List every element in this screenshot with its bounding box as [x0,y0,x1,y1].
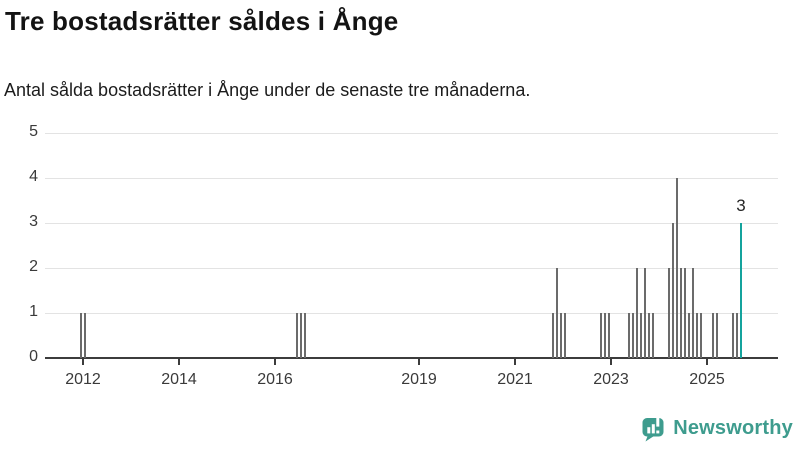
bar [83,313,87,358]
brand-name: Newsworthy [673,417,793,439]
bar [715,313,719,358]
bar [667,268,671,358]
bar [627,313,631,358]
bar [559,313,563,358]
bar [679,268,683,358]
y-axis-label: 4 [29,168,38,185]
bar [647,313,651,358]
bar [671,223,675,358]
bar [555,268,559,358]
highlight-bar [739,223,743,358]
bar [79,313,83,358]
bar [607,313,611,358]
bar [635,268,639,358]
x-axis-tick-label: 2021 [497,371,533,388]
brand-footer: Newsworthy [641,415,793,442]
bar [699,313,703,358]
x-axis-tick [514,359,516,365]
gridline-y-2 [45,268,778,269]
bar [651,313,655,358]
newsworthy-logo-icon [641,415,666,442]
bar [599,313,603,358]
bar [551,313,555,358]
bar [295,313,299,358]
x-axis-tick-label: 2016 [257,371,293,388]
bar [735,313,739,358]
x-axis-tick [706,359,708,365]
gridline-y-4 [45,178,778,179]
x-axis-tick [610,359,612,365]
bar [695,313,699,358]
bar [303,313,307,358]
x-axis-tick-label: 2023 [593,371,629,388]
y-axis-label: 2 [29,258,38,275]
bar [299,313,303,358]
page-title: Tre bostadsrätter såldes i Ånge [5,6,399,36]
bar [631,313,635,358]
bar [731,313,735,358]
bar [643,268,647,358]
gridline-y-5 [45,133,778,134]
x-axis-tick [274,359,276,365]
chart-subtitle: Antal sålda bostadsrätter i Ånge under d… [4,80,531,100]
x-axis-tick [418,359,420,365]
bar [563,313,567,358]
gridline-y-3 [45,223,778,224]
bar-value-label: 3 [736,196,746,215]
x-axis-tick-label: 2019 [401,371,437,388]
bar [675,178,679,358]
y-axis-label: 0 [29,348,38,365]
y-axis-label: 5 [29,123,38,140]
y-axis-label: 1 [29,303,38,320]
x-axis-tick-label: 2025 [689,371,725,388]
gridline-y-1 [45,313,778,314]
bar [683,268,687,358]
x-axis-tick-label: 2014 [161,371,197,388]
bar [711,313,715,358]
bar [687,313,691,358]
bar [639,313,643,358]
x-axis-line [45,357,778,359]
x-axis-tick [178,359,180,365]
bar [691,268,695,358]
x-axis-tick-label: 2012 [65,371,101,388]
y-axis-label: 3 [29,213,38,230]
x-axis-tick [82,359,84,365]
bar [603,313,607,358]
